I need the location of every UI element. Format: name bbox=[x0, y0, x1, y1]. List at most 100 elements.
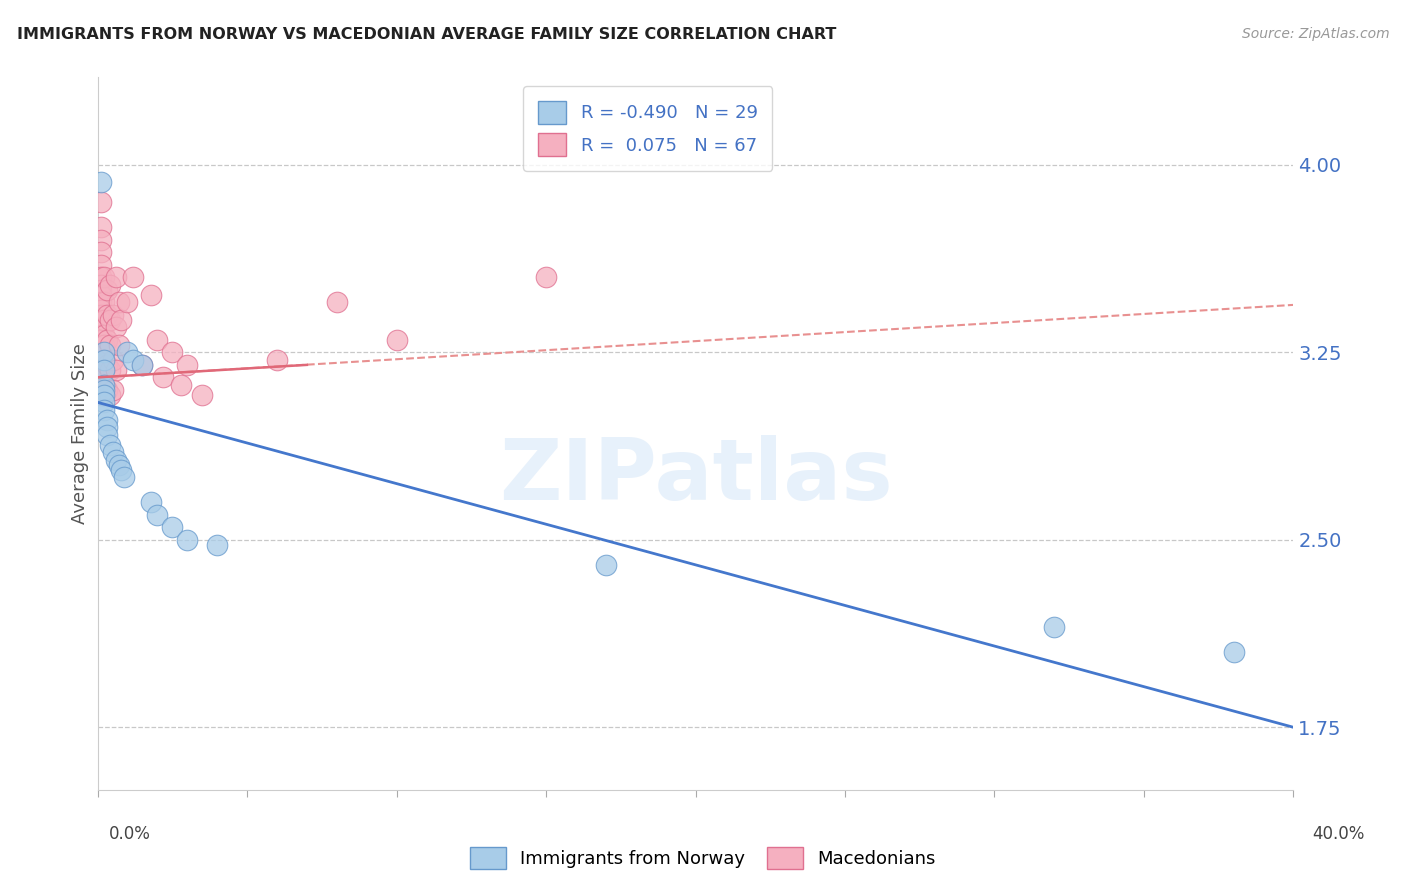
Point bbox=[96, 420, 118, 434]
Point bbox=[96, 308, 118, 322]
Point bbox=[141, 495, 163, 509]
Point bbox=[176, 358, 198, 372]
Point bbox=[152, 370, 174, 384]
Point bbox=[1222, 645, 1244, 659]
Point bbox=[117, 295, 139, 310]
Text: IMMIGRANTS FROM NORWAY VS MACEDONIAN AVERAGE FAMILY SIZE CORRELATION CHART: IMMIGRANTS FROM NORWAY VS MACEDONIAN AVE… bbox=[17, 27, 837, 42]
Point bbox=[98, 313, 121, 327]
Point bbox=[122, 270, 145, 285]
Point bbox=[90, 338, 112, 352]
Point bbox=[93, 270, 115, 285]
Point bbox=[90, 308, 112, 322]
Point bbox=[162, 345, 184, 359]
Point bbox=[595, 558, 617, 572]
Point bbox=[117, 345, 139, 359]
Point bbox=[93, 295, 115, 310]
Point bbox=[104, 363, 127, 377]
Text: Source: ZipAtlas.com: Source: ZipAtlas.com bbox=[1241, 27, 1389, 41]
Point bbox=[90, 176, 112, 190]
Point bbox=[90, 358, 112, 372]
Point bbox=[110, 463, 132, 477]
Point bbox=[90, 388, 112, 402]
Point bbox=[93, 352, 115, 367]
Point bbox=[93, 345, 115, 359]
Point bbox=[96, 333, 118, 347]
Point bbox=[96, 383, 118, 397]
Point bbox=[534, 270, 557, 285]
Point bbox=[90, 288, 112, 302]
Point bbox=[90, 333, 112, 347]
Point bbox=[107, 458, 129, 472]
Point bbox=[93, 395, 115, 409]
Point bbox=[93, 352, 115, 367]
Text: 0.0%: 0.0% bbox=[108, 825, 150, 843]
Point bbox=[101, 383, 124, 397]
Point bbox=[90, 258, 112, 272]
Point bbox=[146, 333, 169, 347]
Point bbox=[162, 520, 184, 534]
Point bbox=[205, 538, 228, 552]
Point bbox=[101, 352, 124, 367]
Point bbox=[104, 320, 127, 334]
Point bbox=[90, 327, 112, 342]
Point bbox=[385, 333, 408, 347]
Point bbox=[122, 352, 145, 367]
Point bbox=[90, 352, 112, 367]
Point bbox=[93, 338, 115, 352]
Point bbox=[90, 283, 112, 297]
Point bbox=[170, 377, 193, 392]
Point bbox=[90, 245, 112, 260]
Point bbox=[90, 220, 112, 235]
Point bbox=[90, 345, 112, 359]
Point bbox=[90, 363, 112, 377]
Point bbox=[107, 338, 129, 352]
Point bbox=[1043, 620, 1066, 634]
Point bbox=[104, 270, 127, 285]
Point bbox=[191, 388, 214, 402]
Point bbox=[101, 445, 124, 459]
Point bbox=[90, 233, 112, 247]
Point bbox=[90, 270, 112, 285]
Point bbox=[93, 313, 115, 327]
Legend: R = -0.490   N = 29, R =  0.075   N = 67: R = -0.490 N = 29, R = 0.075 N = 67 bbox=[523, 87, 772, 170]
Point bbox=[131, 358, 153, 372]
Point bbox=[98, 363, 121, 377]
Point bbox=[90, 383, 112, 397]
Point bbox=[96, 413, 118, 427]
Point bbox=[90, 313, 112, 327]
Point bbox=[90, 302, 112, 317]
Point bbox=[93, 377, 115, 392]
Point bbox=[98, 438, 121, 452]
Point bbox=[96, 283, 118, 297]
Point bbox=[114, 470, 136, 484]
Text: ZIPatlas: ZIPatlas bbox=[499, 434, 893, 518]
Y-axis label: Average Family Size: Average Family Size bbox=[72, 343, 89, 524]
Point bbox=[98, 388, 121, 402]
Point bbox=[93, 363, 115, 377]
Point bbox=[90, 277, 112, 292]
Point bbox=[146, 508, 169, 522]
Point bbox=[96, 358, 118, 372]
Point bbox=[93, 363, 115, 377]
Point bbox=[98, 338, 121, 352]
Point bbox=[96, 428, 118, 442]
Point bbox=[93, 327, 115, 342]
Point bbox=[141, 288, 163, 302]
Legend: Immigrants from Norway, Macedonians: Immigrants from Norway, Macedonians bbox=[463, 839, 943, 876]
Point bbox=[90, 370, 112, 384]
Point bbox=[110, 313, 132, 327]
Point bbox=[107, 295, 129, 310]
Text: 40.0%: 40.0% bbox=[1312, 825, 1365, 843]
Point bbox=[104, 453, 127, 467]
Point bbox=[266, 352, 288, 367]
Point bbox=[98, 277, 121, 292]
Point bbox=[326, 295, 349, 310]
Point bbox=[176, 533, 198, 547]
Point bbox=[93, 388, 115, 402]
Point bbox=[93, 383, 115, 397]
Point bbox=[90, 320, 112, 334]
Point bbox=[93, 402, 115, 417]
Point bbox=[93, 377, 115, 392]
Point bbox=[101, 308, 124, 322]
Point bbox=[90, 195, 112, 210]
